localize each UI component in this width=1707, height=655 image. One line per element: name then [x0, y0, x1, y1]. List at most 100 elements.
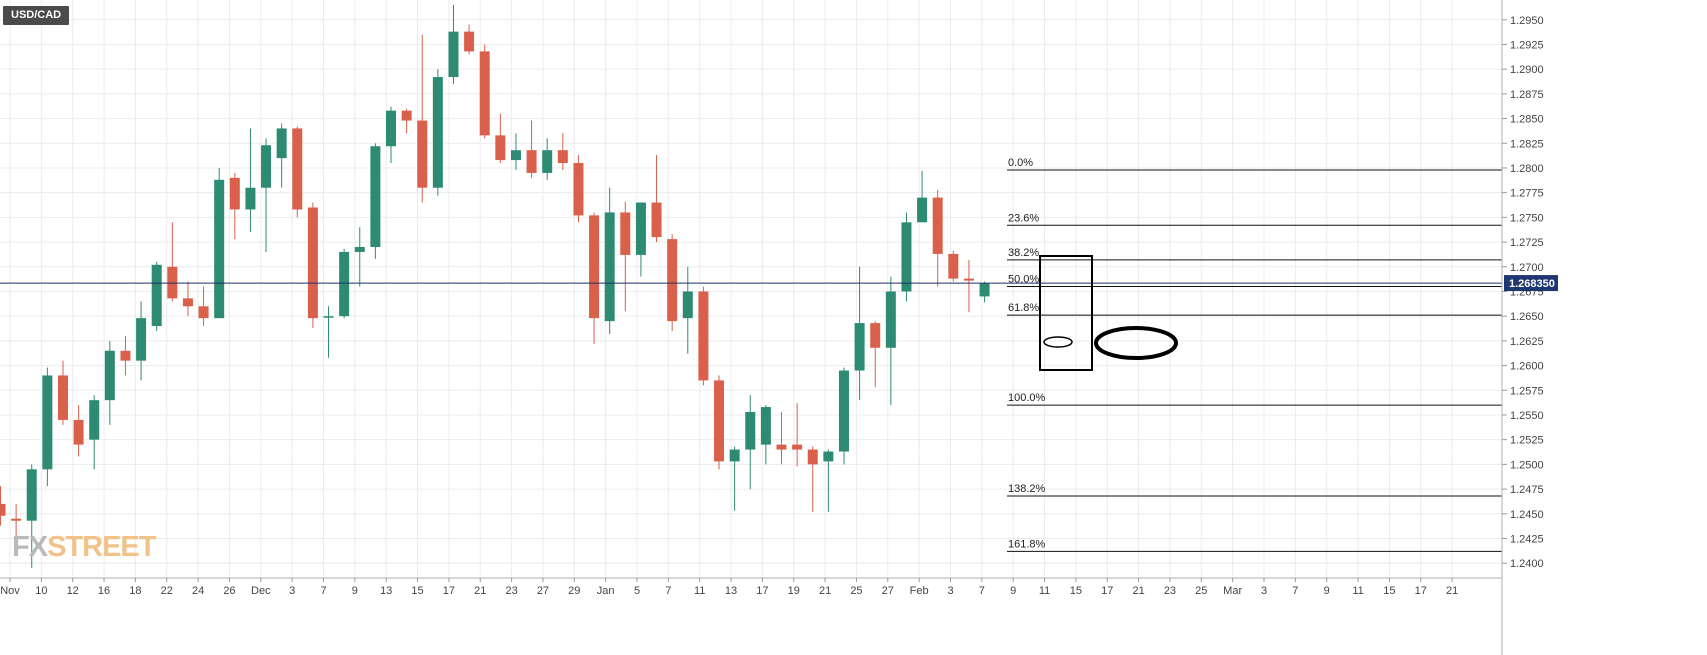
y-tick-label: 1.2425	[1510, 533, 1544, 545]
y-tick-label: 1.2800	[1510, 163, 1544, 175]
x-tick-label: 10	[35, 585, 47, 597]
candle	[11, 503, 22, 539]
candle-body	[589, 215, 600, 319]
candle	[760, 405, 771, 465]
x-tick-label: 27	[537, 585, 549, 597]
candle-body	[838, 370, 849, 452]
candle	[182, 281, 193, 317]
candle	[948, 250, 959, 282]
x-tick-label: 21	[819, 585, 831, 597]
candle-body	[245, 187, 256, 210]
candle-body	[495, 135, 506, 161]
candle	[729, 446, 740, 511]
y-tick-label: 1.2700	[1510, 262, 1544, 274]
candle-body	[760, 407, 771, 445]
x-tick-label: 7	[979, 585, 985, 597]
candle-body	[651, 202, 662, 238]
candle	[885, 276, 896, 406]
candle	[276, 123, 287, 188]
candle	[963, 259, 974, 313]
candle	[57, 360, 68, 425]
candle-body	[370, 146, 381, 248]
candle	[745, 395, 756, 490]
candle	[136, 301, 147, 381]
candle	[0, 486, 6, 526]
x-tick-label: 18	[129, 585, 141, 597]
candle-body	[807, 449, 818, 465]
candle	[557, 133, 568, 170]
x-tick-label: 21	[1132, 585, 1144, 597]
candle	[432, 69, 443, 196]
candle-body	[885, 291, 896, 348]
candle-body	[198, 306, 209, 319]
candle-body	[557, 150, 568, 164]
x-tick-label: 3	[947, 585, 953, 597]
x-tick-label: Nov	[0, 585, 20, 597]
candle	[870, 321, 881, 388]
candle-body	[604, 212, 615, 322]
x-tick-label: 27	[882, 585, 894, 597]
candle-body	[963, 278, 974, 281]
fib-label: 161.8%	[1008, 538, 1046, 550]
large-highlight-ellipse	[1094, 326, 1178, 360]
chart-grid	[0, 0, 1502, 578]
candle-body	[464, 31, 475, 52]
x-tick-label: 12	[67, 585, 79, 597]
y-tick-label: 1.2650	[1510, 311, 1544, 323]
candle	[323, 306, 334, 358]
candle	[526, 120, 537, 178]
fib-label: 50.0%	[1008, 274, 1039, 286]
y-tick-label: 1.2900	[1510, 64, 1544, 76]
fibonacci-levels: 0.0% 23.6% 38.2% 50.0% 61.8% 100.0% 138.2% 161.…	[1007, 157, 1502, 552]
candle	[464, 24, 475, 55]
x-tick-label: 5	[634, 585, 640, 597]
candle-body	[573, 163, 584, 216]
x-tick-label: 25	[1195, 585, 1207, 597]
candle-body	[120, 350, 131, 361]
candle	[167, 222, 178, 302]
fib-label: 0.0%	[1008, 157, 1033, 169]
candle	[198, 286, 209, 327]
candle	[417, 34, 428, 203]
candle-body	[417, 120, 428, 188]
x-tick-label: Feb	[910, 585, 929, 597]
candle-body	[948, 253, 959, 279]
candle-body	[401, 110, 412, 121]
candle	[510, 133, 521, 170]
x-tick-label: 11	[1352, 585, 1363, 597]
x-tick-label: 17	[756, 585, 768, 597]
y-tick-label: 1.2475	[1510, 484, 1544, 496]
x-tick-label: 17	[1415, 585, 1427, 597]
x-tick-label: 16	[98, 585, 110, 597]
x-tick-label: 11	[694, 585, 705, 597]
candle-body	[854, 323, 865, 371]
candle	[495, 113, 506, 164]
current-price-label: 1.268350	[1509, 278, 1555, 290]
x-tick-label: 11	[1039, 585, 1050, 597]
candle-body	[11, 518, 22, 521]
y-tick-label: 1.2450	[1510, 509, 1544, 521]
y-tick-label: 1.2500	[1510, 459, 1544, 471]
y-tick-label: 1.2575	[1510, 385, 1544, 397]
price-axis: 1.2950 1.2925 1.2900 1.2875 1.2850 1.2825 1.28…	[1501, 0, 1544, 655]
candle-body	[776, 444, 787, 450]
candle	[354, 227, 365, 287]
candle-body	[682, 291, 693, 319]
candle-body	[823, 451, 834, 462]
candle-body	[901, 222, 912, 292]
annotations	[1039, 255, 1178, 371]
current-price-label-bg	[1504, 275, 1558, 292]
candle-body	[292, 128, 303, 210]
fib-label: 61.8%	[1008, 302, 1039, 314]
y-tick-label: 1.2925	[1510, 39, 1544, 51]
candle-body	[698, 291, 709, 381]
candle-body	[979, 283, 990, 297]
y-tick-label: 1.2400	[1510, 558, 1544, 570]
candle	[307, 202, 318, 329]
candle-body	[89, 400, 100, 440]
candle-body	[448, 31, 459, 78]
x-tick-label: 17	[1101, 585, 1113, 597]
candle-body	[323, 316, 334, 318]
x-tick-label: Dec	[251, 585, 271, 597]
x-tick-label: 23	[1164, 585, 1176, 597]
